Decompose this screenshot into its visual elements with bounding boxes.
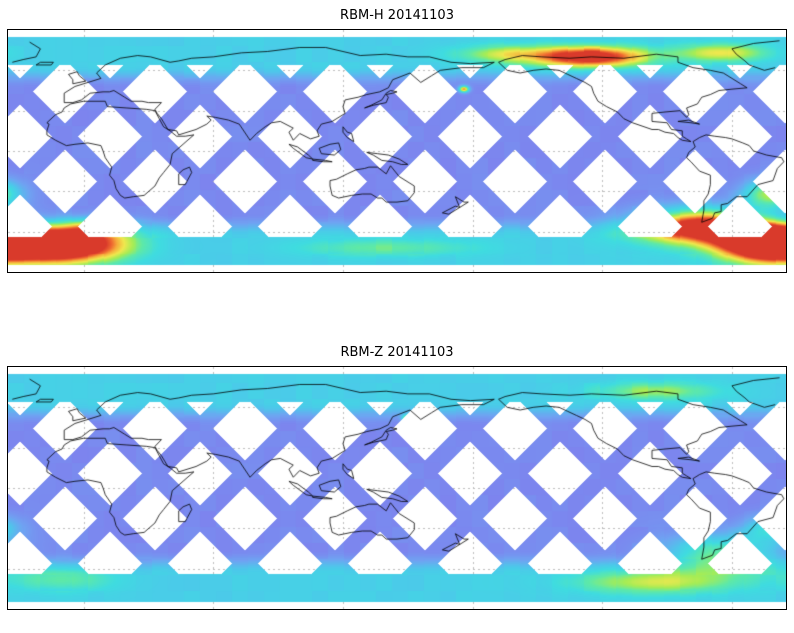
panel-rbm-z: RBM-Z 20141103 <box>7 273 787 610</box>
map-canvas-rbm-h <box>7 29 787 273</box>
panel-rbm-h: RBM-H 20141103 <box>7 0 787 273</box>
figure: RBM-H 20141103 RBM-Z 20141103 <box>7 0 787 610</box>
panel-title-rbm-h: RBM-H 20141103 <box>340 8 454 23</box>
map-canvas-rbm-z <box>7 366 787 610</box>
panel-title-rbm-z: RBM-Z 20141103 <box>340 345 454 360</box>
